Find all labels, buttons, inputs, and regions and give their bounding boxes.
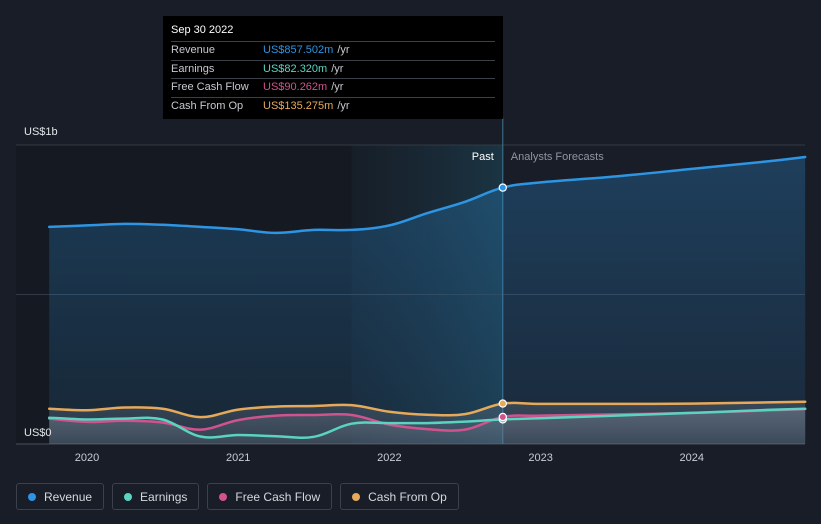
legend-label: Revenue <box>44 489 93 504</box>
tooltip-unit: /yr <box>337 99 350 112</box>
legend-label: Earnings <box>140 489 188 504</box>
x-tick-label: 2021 <box>226 452 250 464</box>
series-line-revenue <box>47 155 807 235</box>
legend-dot-icon <box>219 492 228 501</box>
area-revenue <box>49 157 806 444</box>
x-tick-label: 2023 <box>528 452 552 464</box>
tooltip-value: US$135.275m <box>263 99 334 112</box>
point-revenue <box>498 183 507 192</box>
tooltip-row-earnings: Earnings US$82.320m /yr <box>171 59 495 79</box>
legend-item-revenue[interactable]: Revenue <box>16 483 105 510</box>
tooltip-label: Cash From Op <box>171 99 244 112</box>
legend-dot-icon <box>124 492 133 501</box>
tooltip-unit: /yr <box>337 44 350 56</box>
tooltip-unit: /yr <box>331 81 344 93</box>
legend-dot-icon <box>28 492 36 501</box>
tooltip-value: US$82.320m <box>263 62 328 75</box>
tooltip-row-cash-from-op: Cash From Op US$135.275m /yr <box>171 96 495 116</box>
legend-item-cash-from-op[interactable]: Cash From Op <box>340 483 459 510</box>
x-tick-label: 2020 <box>75 452 99 464</box>
legend: Revenue Earnings Free Cash Flow Cash Fro… <box>16 483 459 512</box>
tooltip-date: Sep 30 2022 <box>171 24 234 36</box>
tooltip-value: US$857.502m <box>263 44 334 56</box>
point-free-cash-flow <box>498 412 507 422</box>
x-tick-label: 2022 <box>377 452 401 464</box>
tooltip-row-free-cash-flow: Free Cash Flow US$90.262m /yr <box>171 78 495 97</box>
tooltip-label: Earnings <box>171 62 215 75</box>
point-cash-from-op <box>498 399 507 408</box>
x-tick-label: 2024 <box>680 452 704 464</box>
forecast-label: Analysts Forecasts <box>511 151 604 163</box>
past-label: Past <box>472 151 494 163</box>
series-line-earnings <box>47 407 807 439</box>
legend-item-earnings[interactable]: Earnings <box>112 483 200 510</box>
tooltip-value: US$90.262m <box>263 81 328 93</box>
y-axis-label-top: US$1b <box>24 126 58 138</box>
tooltip-unit: /yr <box>331 62 344 75</box>
y-axis-label-bottom: US$0 <box>24 427 52 439</box>
tooltip: Sep 30 2022 Revenue US$857.502m /yr Earn… <box>163 16 503 119</box>
legend-label: Cash From Op <box>368 489 447 504</box>
legend-dot-icon <box>352 492 361 501</box>
tooltip-label: Revenue <box>171 44 216 56</box>
legend-label: Free Cash Flow <box>235 489 321 504</box>
series-line-cash-from-op <box>47 400 807 419</box>
tooltip-row-revenue: Revenue US$857.502m /yr <box>171 41 495 60</box>
legend-item-free-cash-flow[interactable]: Free Cash Flow <box>207 483 333 510</box>
tooltip-label: Free Cash Flow <box>171 81 249 93</box>
